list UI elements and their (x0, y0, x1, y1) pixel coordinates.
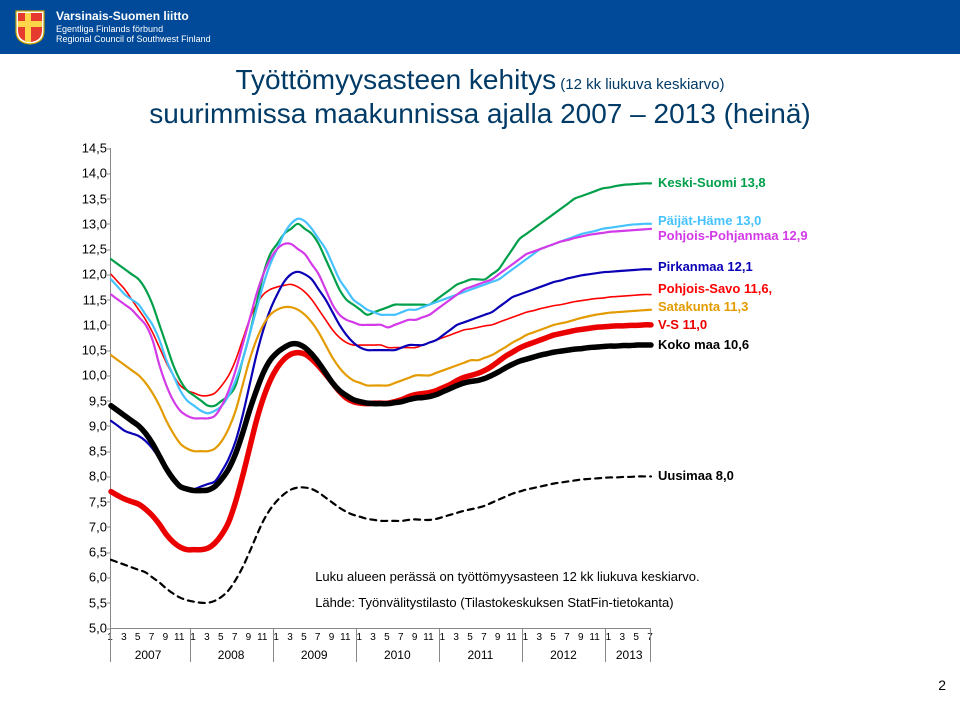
x-tick-label: 9 (412, 632, 418, 643)
x-tick-label: 3 (370, 632, 376, 643)
y-tick-label: 12,0 (69, 267, 107, 282)
series-label-koko_maa: Koko maa 10,6 (658, 337, 749, 352)
x-tick-label: 11 (174, 632, 184, 643)
chart-title-block: Työttömyysasteen kehitys (12 kk liukuva … (0, 64, 960, 130)
y-tick-label: 9,0 (69, 418, 107, 433)
x-year-label: 2011 (467, 648, 493, 662)
x-tick-label: 11 (340, 632, 350, 643)
x-tick-label: 3 (121, 632, 127, 643)
series-label-pirkanmaa: Pirkanmaa 12,1 (658, 259, 753, 274)
y-tick-label: 11,5 (69, 292, 107, 307)
y-tick-label: 14,5 (69, 141, 107, 156)
x-year-label: 2009 (301, 648, 328, 662)
x-tick-label: 1 (606, 632, 612, 643)
series-line-paijat_hame (111, 219, 651, 414)
series-label-uusimaa: Uusimaa 8,0 (658, 468, 734, 483)
series-line-pohjois_pohjanmaa (111, 229, 651, 419)
x-year-label: 2008 (218, 648, 245, 662)
y-tick-label: 7,0 (69, 519, 107, 534)
header-sub1: Egentliga Finlands förbund (56, 24, 211, 34)
title-line1-small: (12 kk liukuva keskiarvo) (556, 76, 724, 93)
chart-note-2: Lähde: Työnvälitystilasto (Tilastokeskuk… (315, 595, 673, 610)
y-tick-label: 8,5 (69, 444, 107, 459)
x-tick-label: 1 (273, 632, 279, 643)
x-tick-label: 5 (467, 632, 473, 643)
series-label-pohjois_pohjanmaa: Pohjois-Pohjanmaa 12,9 (658, 228, 808, 243)
logo-shield-icon (14, 9, 46, 45)
x-tick-label: 3 (536, 632, 542, 643)
y-tick-label: 7,5 (69, 494, 107, 509)
x-tick-label: 7 (481, 632, 487, 643)
series-line-vs (111, 325, 651, 550)
x-tick-label: 9 (578, 632, 584, 643)
y-tick-label: 5,5 (69, 595, 107, 610)
title-line1-main: Työttömyysasteen kehitys (236, 64, 557, 96)
series-line-pohjois_savo (111, 274, 651, 396)
plot-svg (111, 148, 651, 628)
x-tick-label: 7 (398, 632, 404, 643)
y-tick-label: 10,5 (69, 343, 107, 358)
x-tick-label: 5 (135, 632, 141, 643)
x-year-label: 2013 (616, 648, 643, 662)
y-tick-label: 11,0 (69, 317, 107, 332)
x-tick-label: 7 (232, 632, 238, 643)
y-tick-label: 5,0 (69, 621, 107, 636)
x-year-label: 2012 (550, 648, 577, 662)
x-year-label: 2007 (135, 648, 162, 662)
series-label-satakunta: Satakunta 11,3 (658, 299, 748, 314)
x-tick-label: 11 (506, 632, 516, 643)
y-tick-label: 13,5 (69, 191, 107, 206)
x-tick-label: 5 (550, 632, 556, 643)
x-tick-label: 3 (287, 632, 293, 643)
header-sub2: Regional Council of Southwest Finland (56, 34, 211, 44)
x-tick-label: 1 (356, 632, 362, 643)
series-line-satakunta (111, 307, 651, 452)
x-tick-label: 5 (384, 632, 390, 643)
series-label-pohjois_savo: Pohjois-Savo 11,6, (658, 281, 772, 296)
x-tick-label: 9 (329, 632, 335, 643)
x-tick-label: 7 (149, 632, 155, 643)
x-tick-label: 3 (204, 632, 210, 643)
header-text: Varsinais-Suomen liitto Egentliga Finlan… (56, 10, 211, 44)
chart-note-1: Luku alueen perässä on työttömyysasteen … (315, 569, 699, 584)
x-tick-label: 11 (257, 632, 267, 643)
x-tick-label: 5 (633, 632, 639, 643)
x-tick-label: 11 (423, 632, 433, 643)
page-number: 2 (938, 677, 946, 693)
title-line2: suurimmissa maakunnissa ajalla 2007 – 20… (0, 98, 960, 130)
header-title: Varsinais-Suomen liitto (56, 10, 211, 24)
y-tick-label: 9,5 (69, 393, 107, 408)
x-tick-label: 9 (246, 632, 252, 643)
x-tick-label: 5 (218, 632, 224, 643)
y-tick-label: 12,5 (69, 242, 107, 257)
series-label-vs: V-S 11,0 (658, 317, 707, 332)
x-tick-label: 1 (523, 632, 529, 643)
x-tick-label: 3 (620, 632, 626, 643)
series-label-keski_suomi: Keski-Suomi 13,8 (658, 175, 766, 190)
x-tick-label: 7 (564, 632, 570, 643)
chart-area: 14,514,013,513,012,512,011,511,010,510,0… (60, 148, 900, 678)
y-tick-label: 6,5 (69, 545, 107, 560)
series-label-paijat_hame: Päijät-Häme 13,0 (658, 213, 761, 228)
x-tick-label: 5 (301, 632, 307, 643)
x-tick-label: 1 (190, 632, 196, 643)
app-header: Varsinais-Suomen liitto Egentliga Finlan… (0, 0, 960, 54)
x-tick-label: 7 (315, 632, 321, 643)
x-tick-label: 3 (453, 632, 459, 643)
x-year-label: 2010 (384, 648, 411, 662)
x-tick-label: 1 (440, 632, 446, 643)
series-line-keski_suomi (111, 183, 651, 406)
x-tick-label: 9 (495, 632, 501, 643)
y-tick-label: 10,0 (69, 368, 107, 383)
x-tick-label: 11 (589, 632, 599, 643)
y-tick-label: 8,0 (69, 469, 107, 484)
plot-region: 14,514,013,513,012,512,011,511,010,510,0… (110, 148, 651, 629)
y-tick-label: 6,0 (69, 570, 107, 585)
x-tick-label: 9 (163, 632, 169, 643)
y-tick-label: 13,0 (69, 216, 107, 231)
y-tick-label: 14,0 (69, 166, 107, 181)
